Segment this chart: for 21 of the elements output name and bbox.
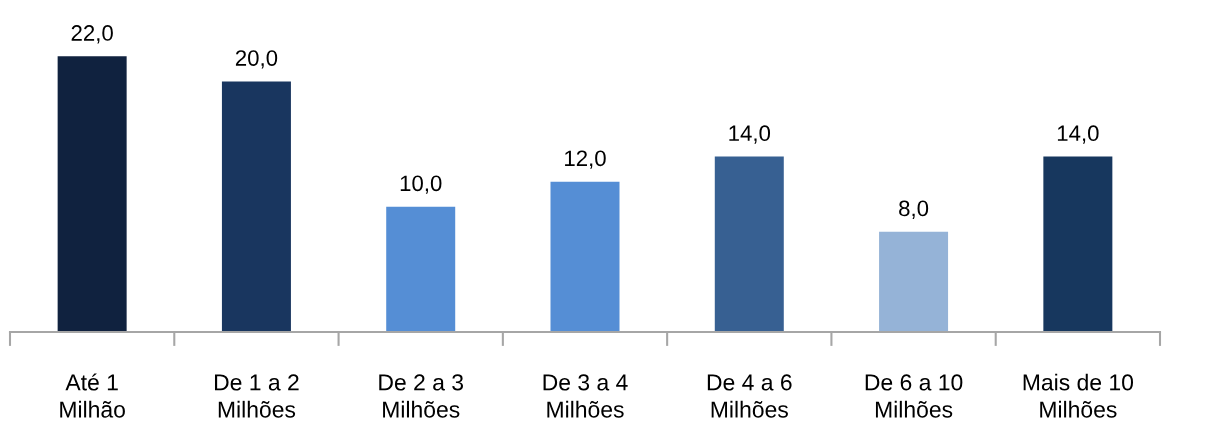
data-label: 14,0 (729, 125, 771, 144)
bar (221, 81, 291, 332)
x-tick-label: Mais de 10 Milhões (1023, 373, 1134, 418)
bar (386, 206, 456, 332)
bar (714, 156, 784, 332)
data-label: 12,0 (565, 150, 606, 169)
data-label: 10,0 (400, 175, 442, 194)
x-tick-label: De 3 a 4 Milhões (543, 374, 628, 418)
data-label: 22,0 (71, 25, 113, 44)
x-tick-label: Até 1 Milhão (60, 373, 125, 418)
data-label: 14,0 (1057, 125, 1099, 144)
bar (57, 56, 127, 332)
bar (550, 181, 620, 332)
data-label: 8,0 (899, 200, 929, 219)
x-tick-label: De 6 a 10 Milhões (865, 374, 963, 418)
bar (879, 231, 949, 332)
data-label: 20,0 (235, 50, 278, 69)
x-tick-label: De 4 a 6 Milhões (707, 374, 792, 418)
x-tick-label: De 1 a 2 Milhões (215, 374, 299, 418)
bar (1043, 156, 1113, 332)
x-tick-label: De 2 a 3 Milhões (379, 374, 464, 418)
